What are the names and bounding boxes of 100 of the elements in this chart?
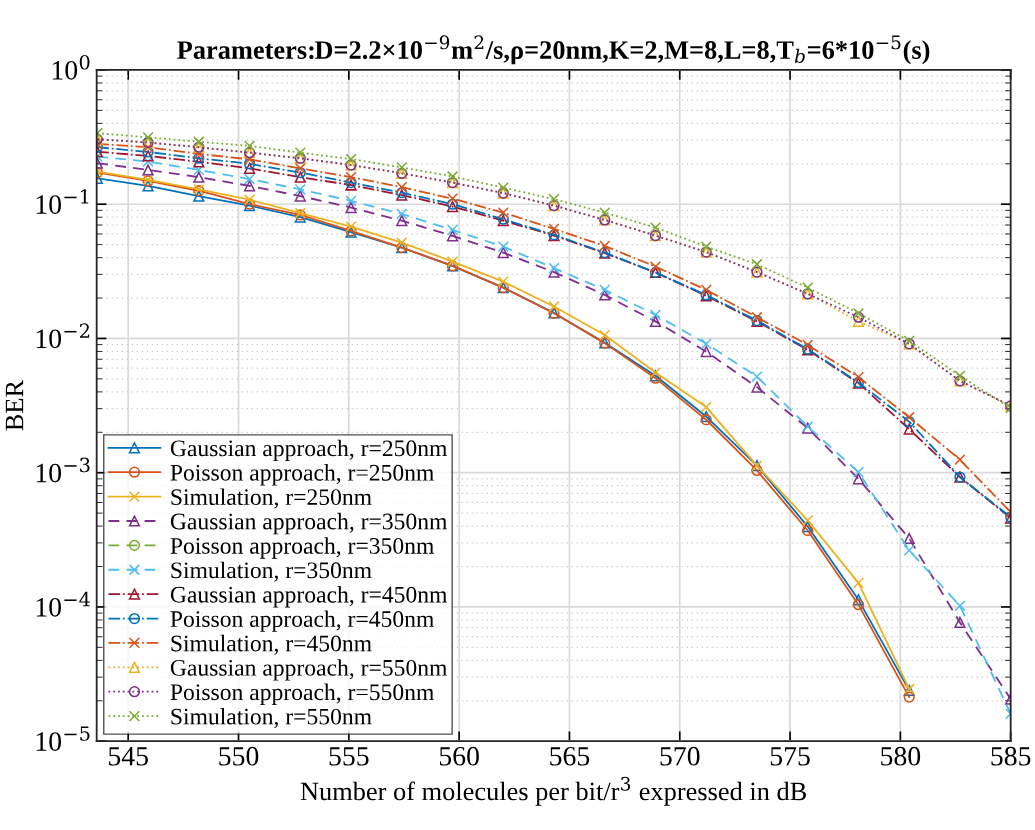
legend-label: Poisson approach, r=450nm (170, 610, 434, 632)
point (294, 171, 306, 183)
x-tick-label: 550 (219, 746, 259, 766)
point (396, 161, 408, 174)
point (700, 401, 712, 413)
legend-label: Simulation, r=250nm (171, 488, 372, 509)
legend-label: Poisson approach, r=350nm (170, 537, 434, 559)
point (852, 307, 865, 319)
point (649, 221, 662, 234)
point (243, 162, 256, 174)
point (345, 171, 357, 183)
y-tick-label: 10$^{−5}$ (36, 726, 90, 751)
point (294, 190, 306, 202)
x-tick-label: 575 (770, 747, 810, 766)
point (852, 311, 865, 323)
point (345, 220, 357, 233)
point (446, 230, 459, 242)
point (294, 147, 306, 159)
x-tick-label: 565 (550, 746, 590, 766)
point (193, 190, 205, 202)
point (599, 240, 611, 252)
point (903, 416, 915, 428)
point (345, 201, 357, 214)
point (700, 414, 712, 426)
chart-title: Parameters:D=2.2×10$^{−9}$m$^{2}$/s,ρ=20nm,K=2,M=8,L=8,T$_{b}$=6*10$^{−5}$(s) (177, 35, 930, 65)
point (700, 338, 712, 350)
point (954, 600, 966, 612)
point (700, 345, 712, 358)
point (852, 315, 865, 328)
x-tick-label: 545 (109, 747, 148, 766)
point (903, 423, 915, 435)
point (193, 152, 205, 164)
point (446, 255, 459, 268)
legend-label: Gaussian approach, r=550nm (170, 659, 448, 681)
point (142, 150, 154, 162)
point (903, 411, 915, 423)
x-tick-label: 555 (329, 747, 369, 766)
point (954, 370, 966, 382)
point (243, 194, 256, 206)
point (548, 300, 560, 313)
point (903, 544, 915, 556)
legend-label: Simulation, r=450nm (171, 634, 372, 655)
x-tick-label: 570 (660, 746, 700, 766)
point (649, 260, 662, 273)
point (751, 258, 763, 270)
point (548, 262, 560, 274)
point (396, 214, 408, 227)
point (802, 282, 814, 294)
point (802, 514, 814, 527)
point (142, 146, 154, 158)
point (751, 381, 763, 393)
point (802, 339, 814, 351)
point (142, 131, 154, 143)
point (802, 520, 814, 533)
point (599, 284, 611, 296)
point (142, 180, 154, 192)
legend-label: Simulation, r=550nm (171, 707, 372, 728)
point (446, 224, 459, 236)
point (497, 241, 509, 253)
point (852, 466, 865, 478)
y-tick-label: 10$^{−3}$ (36, 457, 90, 483)
point (345, 153, 357, 165)
point (193, 164, 205, 176)
point (852, 594, 865, 606)
legend-label: Gaussian approach, r=250nm (170, 439, 448, 462)
point (852, 599, 865, 611)
point (396, 181, 408, 193)
point (599, 289, 611, 301)
point (243, 173, 256, 185)
point (649, 315, 662, 328)
point (497, 276, 509, 288)
x-tick-label: 580 (881, 746, 921, 766)
point (243, 140, 256, 152)
point (294, 166, 306, 179)
point (599, 206, 611, 219)
point (548, 193, 560, 205)
point (193, 171, 205, 183)
point (903, 691, 915, 703)
point (193, 136, 205, 148)
point (751, 311, 763, 323)
point (497, 206, 509, 219)
point (142, 141, 154, 153)
x-tick-label: 560 (439, 746, 479, 766)
point (954, 454, 966, 466)
point (396, 236, 408, 249)
point (294, 183, 306, 195)
y-tick-label: 10$^{0}$ (52, 54, 90, 80)
point (700, 284, 712, 296)
point (142, 155, 154, 168)
point (243, 180, 256, 192)
x-tick-label: 585 (991, 746, 1031, 766)
point (243, 158, 256, 170)
legend-label: Gaussian approach, r=450nm (170, 586, 448, 608)
point (446, 170, 459, 183)
point (954, 616, 966, 629)
point (903, 532, 915, 545)
point (852, 473, 865, 485)
point (751, 370, 763, 383)
legend-label: Simulation, r=350nm (171, 561, 372, 582)
point (852, 577, 865, 589)
